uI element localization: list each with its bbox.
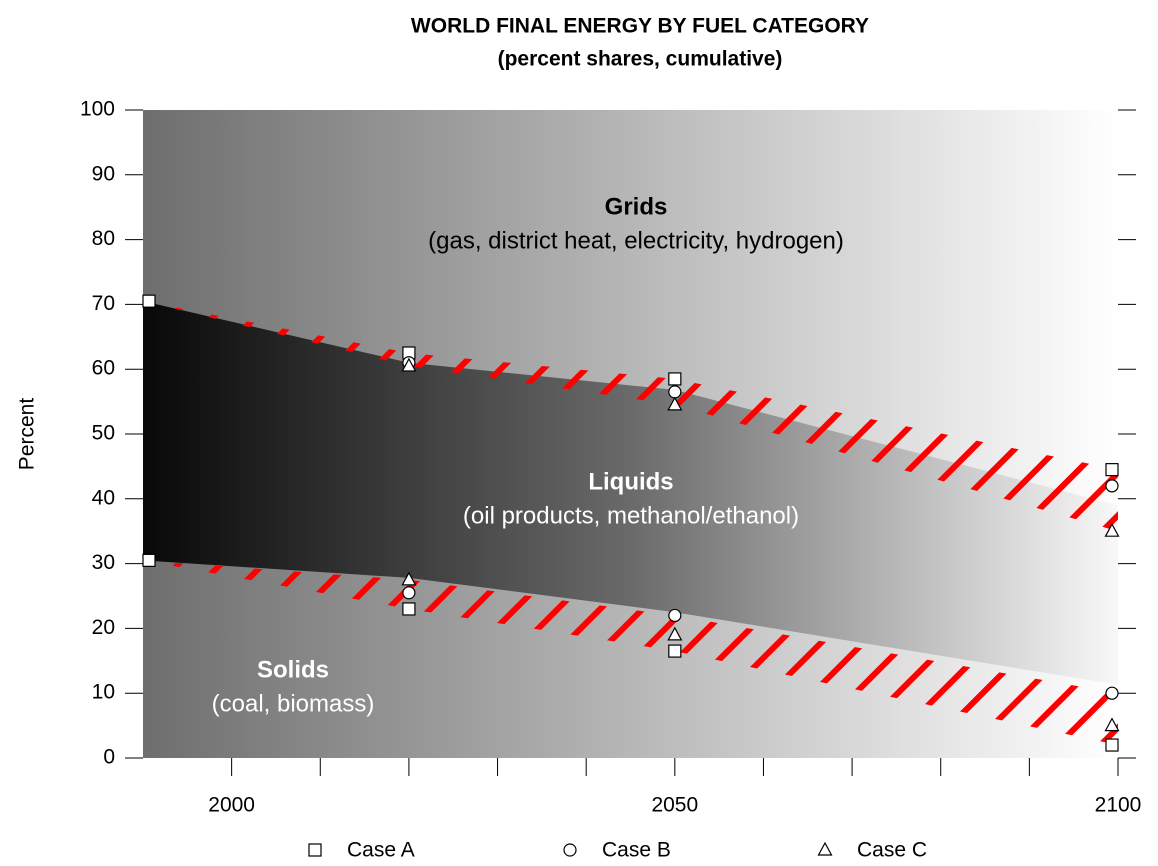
marker-triangle [667, 626, 683, 641]
y-tick-label: 10 [92, 681, 115, 704]
marker-square [308, 843, 322, 857]
y-tick-label: 0 [103, 746, 115, 769]
range-hatch [143, 301, 1118, 532]
y-tick-label: 50 [92, 422, 115, 445]
marker-square [1105, 463, 1119, 477]
marker-triangle [401, 357, 417, 372]
liquids-band [143, 301, 1118, 685]
marker-triangle [1104, 717, 1120, 732]
annotation-title: Liquids [588, 468, 673, 495]
marker-square [142, 294, 156, 308]
legend-label: Case C [857, 839, 927, 862]
annotation: (oil products, methanol/ethanol) [463, 502, 799, 529]
marker-circle [402, 586, 416, 600]
x-tick-label: 2100 [1095, 794, 1142, 817]
marker-circle [1105, 479, 1119, 493]
y-tick-label: 90 [92, 162, 115, 185]
y-tick-label: 40 [92, 486, 115, 509]
marker-triangle [667, 396, 683, 411]
marker-triangle [1104, 522, 1120, 537]
marker-circle [668, 385, 682, 399]
annotation-title: Grids [605, 193, 668, 220]
legend-label: Case B [602, 839, 671, 862]
marker-circle [563, 843, 577, 857]
legend-label: Case A [347, 839, 415, 862]
annotation: (coal, biomass) [212, 690, 375, 717]
marker-square [1105, 738, 1119, 752]
marker-square [668, 644, 682, 658]
marker-square [402, 602, 416, 616]
chart-subtitle: (percent shares, cumulative) [498, 48, 783, 71]
x-tick-label: 2050 [651, 794, 698, 817]
y-tick-label: 100 [80, 98, 115, 121]
chart-title: WORLD FINAL ENERGY BY FUEL CATEGORY [411, 15, 869, 38]
y-tick-label: 20 [92, 616, 115, 639]
y-tick-label: 70 [92, 292, 115, 315]
marker-square [142, 553, 156, 567]
y-tick-label: 80 [92, 227, 115, 250]
y-tick-label: 30 [92, 551, 115, 574]
marker-square [668, 372, 682, 386]
marker-circle [1105, 686, 1119, 700]
y-axis-label: Percent [16, 398, 39, 471]
annotation-title: Solids [257, 656, 329, 683]
y-tick-label: 60 [92, 357, 115, 380]
annotation: (gas, district heat, electricity, hydrog… [428, 227, 844, 254]
marker-circle [668, 608, 682, 623]
marker-triangle [401, 571, 417, 586]
x-tick-label: 2000 [208, 794, 255, 817]
marker-triangle [817, 841, 833, 856]
plot-area [143, 110, 1118, 758]
